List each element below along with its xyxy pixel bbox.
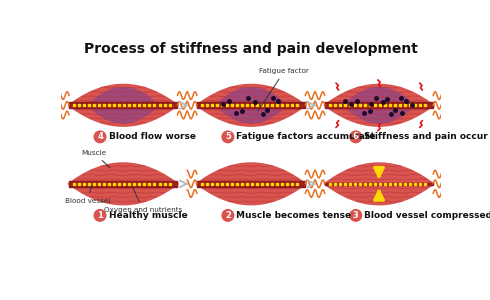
- Polygon shape: [196, 162, 307, 206]
- Text: Healthy muscle: Healthy muscle: [108, 211, 187, 220]
- Polygon shape: [215, 87, 288, 124]
- Polygon shape: [343, 87, 415, 124]
- Text: Fatigue factors accumulate: Fatigue factors accumulate: [236, 132, 376, 141]
- Text: Stiffness and pain occur: Stiffness and pain occur: [364, 132, 488, 141]
- Text: Muscle: Muscle: [81, 150, 110, 168]
- Circle shape: [350, 210, 362, 221]
- Text: 1: 1: [97, 211, 103, 220]
- Polygon shape: [68, 84, 179, 127]
- Text: 6: 6: [353, 132, 359, 141]
- Text: Blood vessel: Blood vessel: [65, 185, 110, 204]
- Polygon shape: [196, 84, 307, 127]
- Polygon shape: [323, 162, 435, 206]
- Text: Blood flow worse: Blood flow worse: [108, 132, 196, 141]
- Text: 5: 5: [225, 132, 231, 141]
- Polygon shape: [68, 162, 179, 206]
- Text: Process of stiffness and pain development: Process of stiffness and pain developmen…: [84, 42, 418, 56]
- Circle shape: [94, 210, 106, 221]
- Polygon shape: [87, 87, 160, 124]
- Text: 2: 2: [225, 211, 231, 220]
- Circle shape: [222, 131, 234, 142]
- Text: Oxygen and nutrients: Oxygen and nutrients: [104, 188, 182, 213]
- Text: 3: 3: [353, 211, 359, 220]
- Text: Muscle becomes tense: Muscle becomes tense: [236, 211, 351, 220]
- Polygon shape: [323, 84, 435, 127]
- Circle shape: [94, 131, 106, 142]
- Text: Blood vessel compressed: Blood vessel compressed: [364, 211, 490, 220]
- Circle shape: [350, 131, 362, 142]
- Text: Fatigue factor: Fatigue factor: [258, 68, 309, 110]
- Circle shape: [222, 210, 234, 221]
- Text: 4: 4: [97, 132, 103, 141]
